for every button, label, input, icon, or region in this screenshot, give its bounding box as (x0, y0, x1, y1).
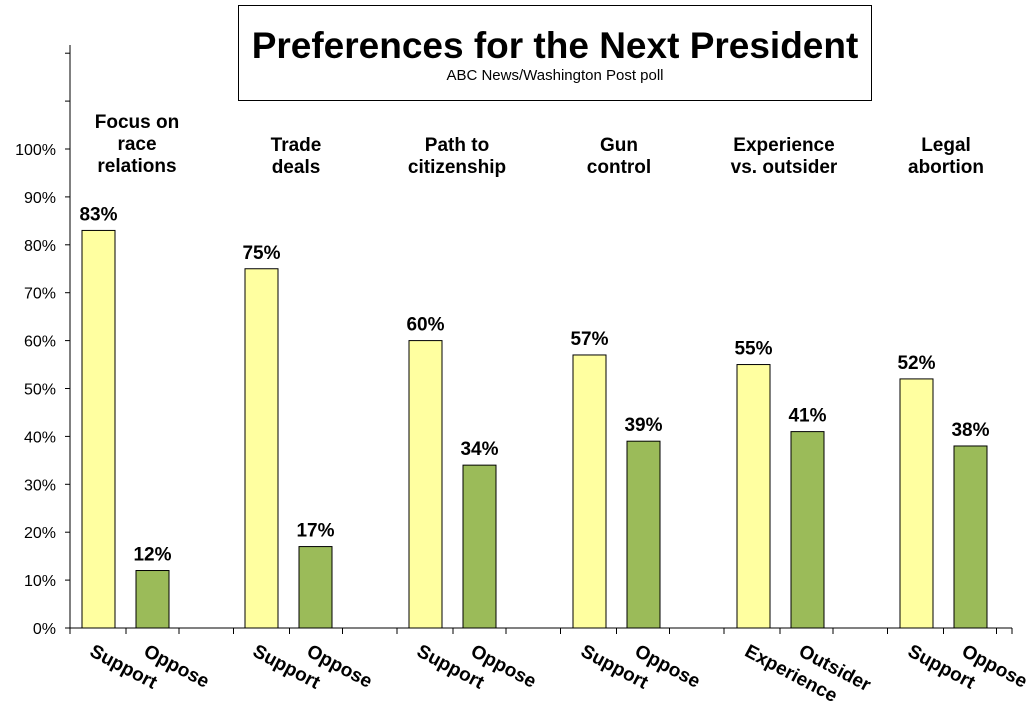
bar (244, 268, 279, 629)
y-tick-label: 10% (24, 573, 56, 590)
y-tick-label: 30% (24, 477, 56, 494)
bar (626, 440, 661, 629)
category-label: Experience vs. outsider (731, 135, 838, 178)
bar (408, 340, 443, 629)
category-label: Path to citizenship (408, 135, 506, 178)
data-label: 75% (242, 243, 280, 264)
chart-title: Preferences for the Next President (251, 25, 859, 66)
y-tick-label: 40% (24, 429, 56, 446)
category-label: Gun control (587, 135, 651, 178)
category-label: Legal abortion (908, 135, 984, 178)
data-label: 12% (133, 545, 171, 566)
bar (572, 354, 607, 629)
data-label: 52% (897, 353, 935, 374)
bar (298, 546, 333, 629)
data-label: 55% (734, 339, 772, 360)
y-tick-label: 60% (24, 334, 56, 351)
data-label: 38% (951, 420, 989, 441)
title-box: Preferences for the Next President ABC N… (238, 5, 872, 101)
data-label: 34% (460, 439, 498, 460)
data-label: 17% (296, 521, 334, 542)
data-label: 39% (624, 415, 662, 436)
bar (953, 445, 988, 629)
category-label: Focus on race relations (95, 112, 179, 177)
bar (462, 464, 497, 629)
bar (736, 364, 771, 629)
y-tick-label: 20% (24, 525, 56, 542)
chart-subtitle: ABC News/Washington Post poll (446, 67, 664, 84)
bar (81, 229, 116, 629)
data-label: 41% (788, 406, 826, 427)
y-tick-label: 50% (24, 382, 56, 399)
bar (135, 570, 170, 629)
axes-layer (65, 45, 1013, 634)
y-tick-label: 90% (24, 190, 56, 207)
bars-layer (81, 229, 988, 629)
y-tick-label: 0% (33, 621, 56, 638)
data-label: 57% (570, 329, 608, 350)
bar (790, 431, 825, 629)
data-label: 83% (79, 204, 117, 225)
bar (899, 378, 934, 629)
y-tick-label: 100% (15, 142, 56, 159)
y-tick-label: 80% (24, 238, 56, 255)
y-tick-label: 70% (24, 286, 56, 303)
category-label: Trade deals (271, 135, 322, 178)
data-label: 60% (406, 315, 444, 336)
